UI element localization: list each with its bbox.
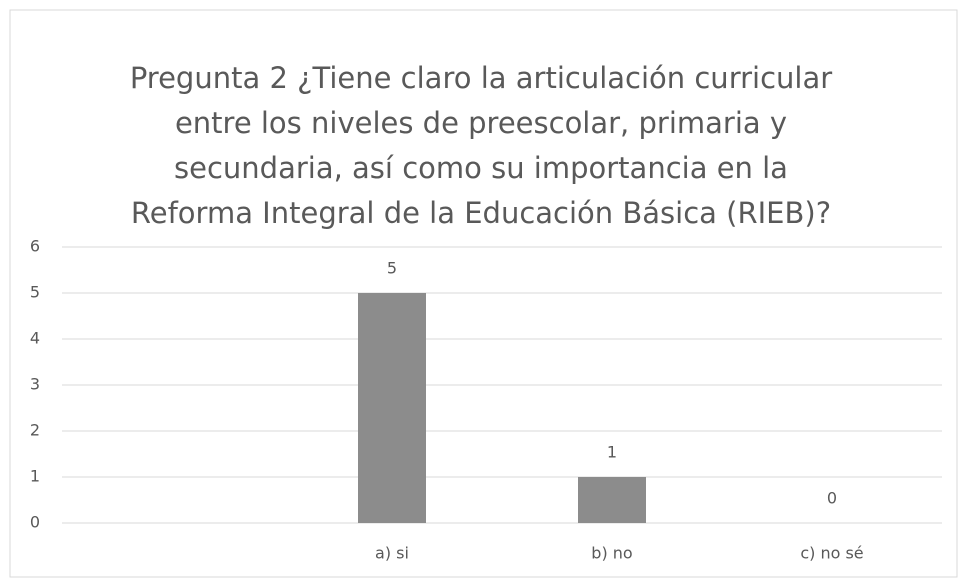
y-tick-label: 2 xyxy=(30,421,40,440)
data-label: 5 xyxy=(387,259,397,278)
chart-title: secundaria, así como su importancia en l… xyxy=(174,151,788,185)
x-tick-label: c) no sé xyxy=(800,544,863,563)
y-tick-label: 6 xyxy=(30,237,40,256)
chart-title: Reforma Integral de la Educación Básica … xyxy=(131,196,831,230)
bar xyxy=(578,477,646,523)
x-tick-label: b) no xyxy=(591,544,632,563)
chart-title: entre los niveles de preescolar, primari… xyxy=(175,106,787,140)
y-tick-label: 1 xyxy=(30,467,40,486)
x-tick-label: a) si xyxy=(375,544,409,563)
y-tick-label: 4 xyxy=(30,329,40,348)
chart-title: Pregunta 2 ¿Tiene claro la articulación … xyxy=(130,61,832,95)
y-tick-label: 0 xyxy=(30,513,40,532)
data-label: 1 xyxy=(607,443,617,462)
y-tick-label: 5 xyxy=(30,283,40,302)
bar xyxy=(358,293,426,523)
y-tick-label: 3 xyxy=(30,375,40,394)
data-label: 0 xyxy=(827,489,837,508)
